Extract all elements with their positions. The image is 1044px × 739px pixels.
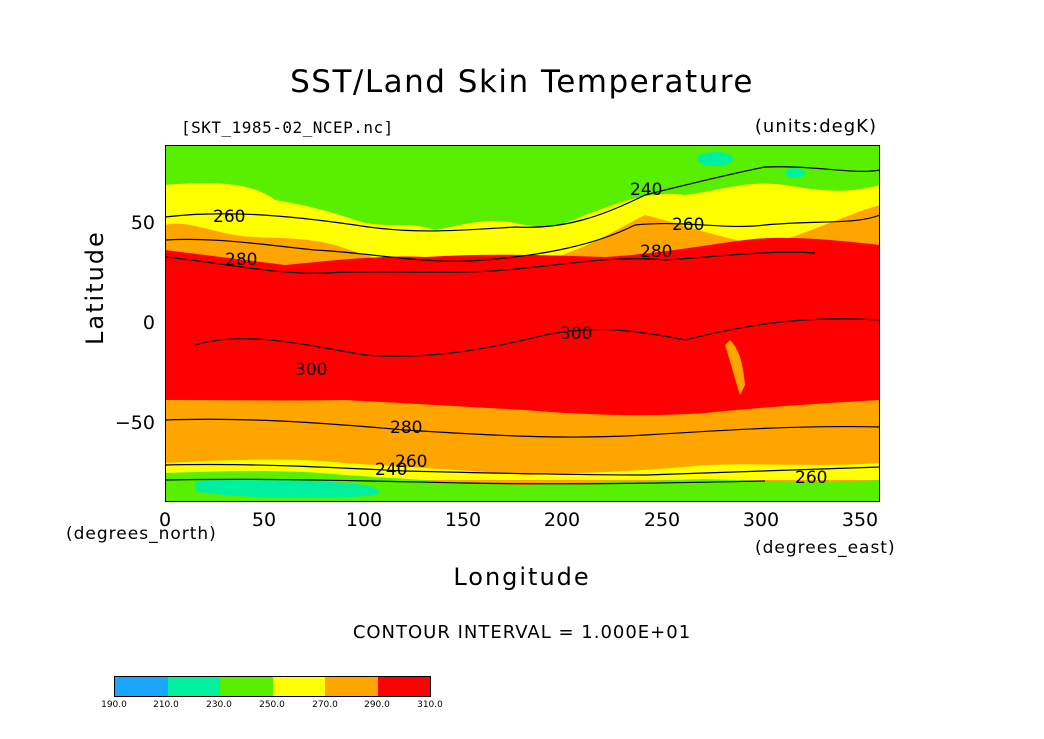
x-tick: 100 [345,509,383,531]
colorbar-swatch [115,677,168,696]
x-tick: 0 [158,509,172,531]
contour-label: 260 [395,452,427,472]
greenland-cold-spot [697,152,733,166]
colorbar-label: 210.0 [153,700,179,710]
contour-label: 260 [672,215,704,235]
x-tick: 150 [444,509,482,531]
contour-label: 280 [225,250,257,270]
y-tick: 0 [142,312,155,334]
contour-label: 260 [795,468,827,488]
x-axis-unit: (degrees_east) [755,538,896,558]
colorbar-swatch [220,677,273,696]
x-axis-label: Longitude [453,563,591,591]
contour-interval: CONTOUR INTERVAL = 1.000E+01 [352,622,692,643]
contour-label: 280 [390,418,422,438]
x-tick: 50 [251,509,277,531]
x-tick: 350 [841,509,879,531]
contour-label: 300 [560,324,592,344]
colorbar-label: 310.0 [417,700,443,710]
arctic-yellow-zone [165,183,880,270]
colorbar-label: 230.0 [206,700,232,710]
colorbar-label: 290.0 [364,700,390,710]
colorbar-swatch [167,677,220,696]
file-label: [SKT_1985-02_NCEP.nc] [181,118,394,137]
antarctic-cyan-zone [195,478,380,498]
x-tick: 250 [643,509,681,531]
colorbar-label: 250.0 [259,700,285,710]
temperature-map: 240 260 260 280 280 300 300 280 260 240 … [165,145,880,502]
colorbar [114,676,431,697]
y-tick: −50 [114,412,155,434]
x-tick: 300 [742,509,780,531]
y-axis-unit: (degrees_north) [66,524,217,544]
tropics-red-zone [165,237,880,416]
contour-label: 300 [295,360,327,380]
colorbar-label: 270.0 [312,700,338,710]
arctic-green-zone [165,145,880,230]
arctic-cold-spot [785,168,805,178]
colorbar-swatch [272,677,325,696]
colorbar-swatch [325,677,378,696]
x-tick: 200 [543,509,581,531]
plot-title: SST/Land Skin Temperature [290,64,754,100]
colorbar-swatch [377,677,430,696]
contour-label: 240 [630,180,662,200]
contour-label: 280 [640,242,672,262]
contour-label: 260 [213,207,245,227]
units-label: (units:degK) [754,116,877,137]
y-tick: 50 [130,212,155,234]
colorbar-label: 190.0 [101,700,127,710]
contour-label: 240 [375,460,407,480]
andes-strip [725,340,745,395]
